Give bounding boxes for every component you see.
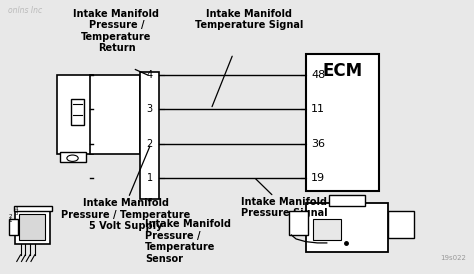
Text: 2: 2: [146, 139, 153, 149]
Text: 3: 3: [15, 211, 18, 216]
Text: 3: 3: [146, 104, 153, 114]
Text: Intake Manifold
Pressure /
Temperature
Sensor: Intake Manifold Pressure / Temperature S…: [145, 219, 231, 264]
Text: Intake Manifold
Pressure / Temperature
5 Volt Supply: Intake Manifold Pressure / Temperature 5…: [61, 198, 191, 231]
Bar: [57, 75, 93, 154]
Text: 48: 48: [311, 70, 326, 80]
Text: 36: 36: [311, 139, 325, 149]
Bar: [313, 219, 341, 240]
Text: Intake Manifold
Temperature Signal: Intake Manifold Temperature Signal: [195, 9, 303, 30]
Bar: [329, 195, 365, 206]
Text: 19: 19: [311, 173, 325, 183]
Text: Intake Manifold
Pressure Signal: Intake Manifold Pressure Signal: [241, 197, 328, 218]
Bar: [140, 72, 159, 199]
Text: 2: 2: [9, 214, 12, 219]
Bar: [306, 203, 388, 252]
Text: ECM: ECM: [322, 62, 362, 79]
Bar: [18, 214, 45, 240]
Bar: [15, 210, 50, 244]
Text: 19s022: 19s022: [440, 255, 466, 261]
Bar: [71, 99, 84, 125]
Bar: [60, 152, 86, 162]
Circle shape: [67, 155, 78, 161]
Text: Intake Manifold
Pressure /
Temperature
Return: Intake Manifold Pressure / Temperature R…: [73, 9, 159, 53]
Bar: [388, 211, 414, 238]
Bar: [289, 211, 308, 235]
Text: 11: 11: [311, 104, 325, 114]
Bar: [14, 206, 52, 211]
Text: 4: 4: [146, 70, 153, 80]
Text: onlns Inc: onlns Inc: [8, 6, 42, 15]
Bar: [91, 75, 140, 154]
Text: 1: 1: [9, 218, 12, 223]
Bar: [9, 219, 18, 235]
Text: 1: 1: [146, 173, 153, 183]
Text: 4: 4: [15, 207, 18, 212]
Bar: [306, 54, 379, 191]
